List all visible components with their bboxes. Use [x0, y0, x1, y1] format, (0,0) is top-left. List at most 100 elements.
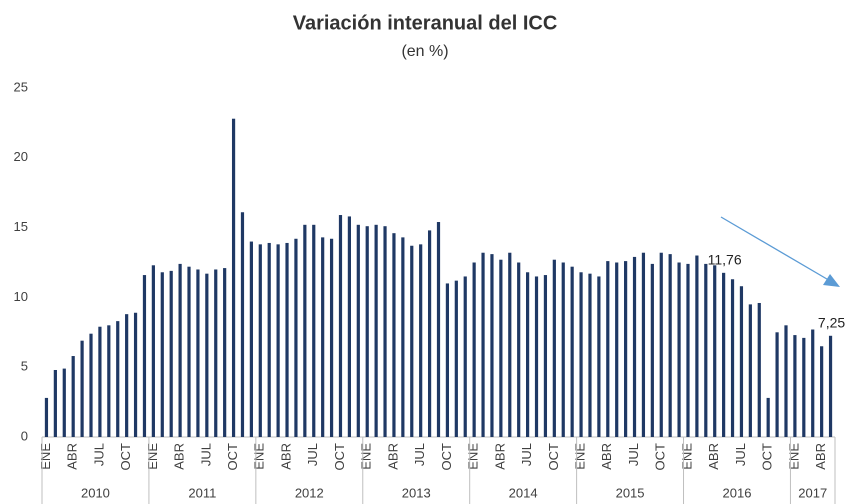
x-tick-label: ABR	[385, 443, 400, 470]
bar	[615, 262, 619, 437]
bar	[223, 268, 227, 437]
bar	[508, 252, 512, 437]
year-label: 2012	[295, 485, 324, 500]
bar	[71, 356, 75, 437]
bar	[757, 302, 761, 437]
bar	[89, 333, 93, 437]
bar	[258, 244, 262, 437]
bar	[481, 252, 485, 437]
bar	[267, 242, 271, 437]
bar	[686, 263, 690, 437]
x-tick-label: OCT	[760, 443, 775, 471]
bar	[62, 368, 66, 437]
x-tick-label: JUL	[305, 443, 320, 466]
x-tick-label: ENE	[359, 443, 374, 470]
bar	[427, 230, 432, 437]
x-tick-label: JUL	[91, 443, 106, 466]
bar	[98, 326, 102, 437]
bar	[410, 245, 414, 437]
y-tick-label: 20	[14, 149, 28, 164]
bar	[214, 269, 218, 437]
trend-arrow	[720, 216, 833, 283]
bar	[570, 266, 574, 437]
bar	[659, 252, 663, 437]
bar	[641, 252, 646, 437]
year-label: 2011	[188, 485, 216, 500]
bar	[151, 265, 155, 437]
bar	[285, 242, 289, 437]
x-tick-label: JUL	[198, 443, 213, 466]
bar	[579, 272, 583, 437]
year-label: 2015	[616, 485, 645, 500]
bar	[713, 265, 717, 437]
bar	[463, 276, 467, 437]
x-tick-label: OCT	[118, 443, 133, 471]
bar	[534, 276, 539, 437]
y-tick-label: 25	[14, 79, 28, 94]
bar	[704, 263, 708, 437]
bar	[205, 273, 209, 437]
bar	[632, 256, 637, 437]
year-label: 2017	[798, 485, 827, 500]
bar	[374, 224, 378, 437]
bar	[107, 325, 111, 437]
bar	[133, 312, 138, 437]
bar	[125, 314, 129, 437]
x-tick-label: ABR	[599, 443, 614, 470]
value-label: 11,76	[708, 252, 742, 268]
bar	[668, 254, 672, 437]
bar	[356, 224, 360, 437]
y-tick-label: 0	[21, 428, 28, 443]
bar	[80, 340, 84, 437]
bar	[365, 226, 369, 437]
bar	[793, 335, 797, 437]
bar	[606, 261, 610, 437]
bar	[730, 279, 735, 437]
bar	[231, 118, 236, 437]
bar	[543, 275, 548, 437]
bar	[695, 255, 699, 437]
bar	[624, 261, 628, 437]
bar	[499, 259, 503, 437]
bar	[517, 262, 521, 437]
bar	[802, 337, 806, 437]
bar	[249, 241, 253, 437]
bar	[419, 244, 423, 437]
bar	[811, 329, 815, 437]
x-tick-label: ABR	[172, 443, 187, 470]
bar	[588, 273, 592, 437]
bar	[454, 280, 458, 437]
x-tick-label: ABR	[706, 443, 721, 470]
bar	[597, 276, 601, 437]
x-tick-label: ABR	[278, 443, 293, 470]
bar	[196, 269, 200, 437]
arrow-head	[823, 274, 840, 287]
bar	[303, 224, 307, 437]
x-tick-label: JUL	[626, 443, 641, 466]
bar	[169, 270, 173, 437]
x-tick-label: ABR	[813, 443, 828, 470]
bar	[472, 262, 476, 437]
bar	[552, 259, 556, 437]
year-label: 2014	[509, 485, 538, 500]
year-label: 2013	[402, 485, 431, 500]
bar	[748, 304, 752, 437]
x-tick-label: ENE	[786, 443, 801, 470]
bar	[445, 283, 450, 437]
year-label: 2010	[81, 485, 110, 500]
bar	[116, 321, 120, 437]
x-tick-label: JUL	[412, 443, 427, 466]
x-tick-label: JUL	[733, 443, 748, 466]
bar	[650, 263, 654, 437]
bar	[383, 226, 387, 437]
bar	[160, 272, 164, 437]
x-tick-label: OCT	[332, 443, 347, 471]
x-tick-label: ENE	[466, 443, 481, 470]
bar	[240, 212, 245, 437]
x-tick-label: ABR	[492, 443, 507, 470]
value-label: 7,25	[818, 314, 845, 330]
bar	[722, 272, 726, 437]
bar	[53, 369, 57, 437]
bar	[561, 262, 565, 437]
